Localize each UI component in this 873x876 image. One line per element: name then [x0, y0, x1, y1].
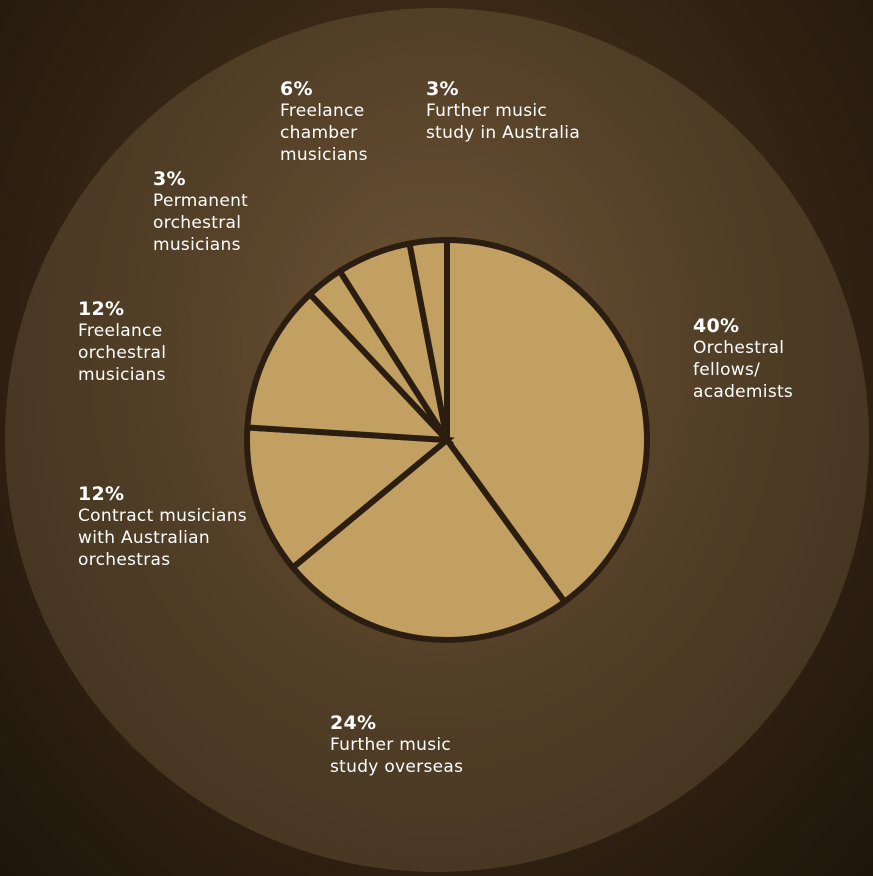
slice-label: 3% Permanent orchestral musicians: [153, 168, 283, 256]
category-label: Freelance orchestral musicians: [78, 321, 167, 385]
value-label: 24%: [330, 712, 377, 734]
category-label: Contract musicians with Australian orche…: [78, 506, 247, 570]
category-label: Freelance chamber musicians: [280, 101, 368, 165]
pie-slice: [244, 424, 455, 572]
category-label: Further music study overseas: [330, 735, 464, 777]
slice-label: 6% Freelance chamber musicians: [280, 78, 400, 166]
value-label: 3%: [153, 168, 186, 190]
value-label: 6%: [280, 78, 313, 100]
pie-slice: [244, 289, 455, 444]
value-label: 12%: [78, 298, 125, 320]
value-label: 3%: [426, 78, 459, 100]
slice-label: 24% Further music study overseas: [330, 712, 500, 778]
slice-label: 3% Further music study in Australia: [426, 78, 586, 144]
pie-slice: [444, 236, 650, 606]
slice-label: 40% Orchestral fellows/ academists: [693, 315, 833, 403]
category-label: Further music study in Australia: [426, 101, 581, 143]
value-label: 40%: [693, 315, 740, 337]
category-label: Permanent orchestral musicians: [153, 191, 249, 255]
slice-label: 12% Freelance orchestral musicians: [78, 298, 208, 386]
value-label: 12%: [78, 483, 125, 505]
slice-label: 12% Contract musicians with Australian or…: [78, 483, 268, 571]
pie-slice: [288, 435, 569, 643]
pie-slice: [406, 236, 450, 441]
category-label: Orchestral fellows/ academists: [693, 338, 794, 402]
